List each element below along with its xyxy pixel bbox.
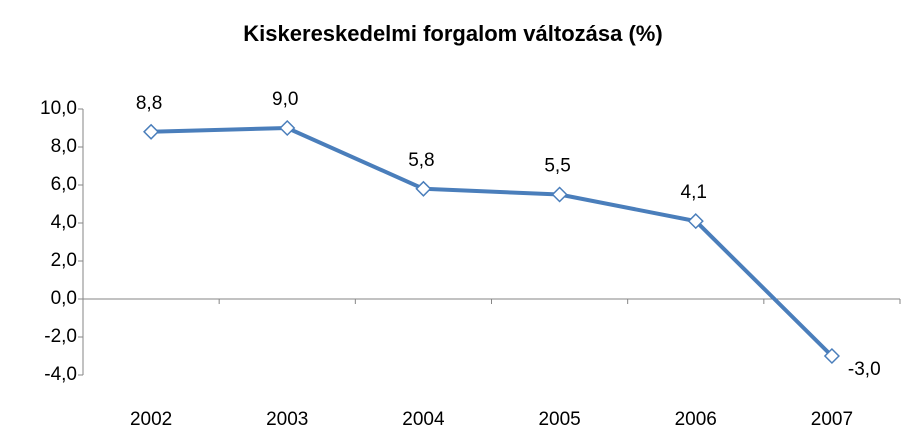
x-tick-label: 2002 — [130, 409, 172, 430]
marker — [279, 119, 296, 137]
y-tick-label: 0,0 — [51, 288, 77, 309]
x-tick-label: 2006 — [675, 409, 717, 430]
y-tick-label: -2,0 — [44, 326, 77, 347]
data-label: 8,8 — [136, 93, 162, 114]
y-tick-label: 2,0 — [51, 250, 77, 271]
x-tick-label: 2005 — [538, 409, 580, 430]
y-tick-label: 10,0 — [40, 98, 77, 119]
y-tick-label: -4,0 — [44, 364, 77, 385]
data-label: -3,0 — [848, 359, 881, 380]
y-tick-label: 8,0 — [51, 136, 77, 157]
data-label: 5,5 — [544, 156, 570, 177]
marker — [143, 123, 160, 140]
data-label: 4,1 — [681, 182, 707, 203]
marker — [687, 213, 704, 230]
x-tick-label: 2003 — [266, 409, 308, 430]
marker — [415, 180, 432, 197]
data-label: 5,8 — [408, 150, 434, 171]
y-tick-label: 6,0 — [51, 174, 77, 195]
chart-title: Kiskereskedelmi forgalom változása (%) — [243, 21, 662, 46]
x-tick-label: 2004 — [402, 409, 445, 430]
x-tick-label: 2007 — [811, 409, 853, 430]
line — [151, 126, 834, 358]
data-label: 9,0 — [272, 89, 298, 110]
marker — [551, 186, 568, 203]
marker — [823, 347, 840, 365]
y-tick-label: 4,0 — [51, 212, 77, 233]
